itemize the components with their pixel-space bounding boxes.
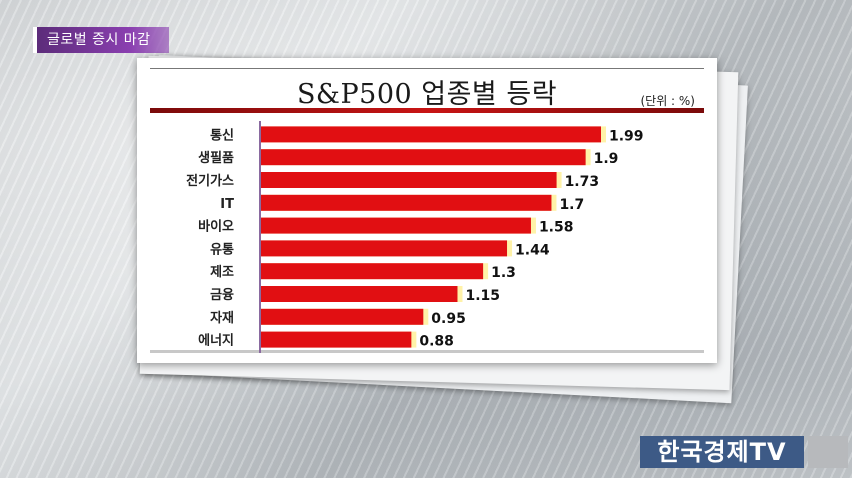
category-label: 에너지 xyxy=(198,333,234,349)
title-red-band xyxy=(150,108,704,113)
bottom-gray-rule xyxy=(150,350,704,353)
chart-title: S&P500 업종별 등락 xyxy=(296,79,558,110)
value-label: 1.58 xyxy=(539,220,574,236)
bar-0 xyxy=(261,126,601,143)
value-label: 1.3 xyxy=(491,265,516,281)
bar-4 xyxy=(261,217,531,234)
category-label: 자재 xyxy=(210,311,234,326)
bar-8 xyxy=(261,308,424,325)
value-label: 1.15 xyxy=(465,288,500,304)
bar-9 xyxy=(261,331,412,348)
bar-3 xyxy=(261,194,552,211)
category-label: 바이오 xyxy=(198,219,234,235)
category-label: 전기가스 xyxy=(186,173,234,189)
bar-2 xyxy=(261,172,557,188)
category-label: 통신 xyxy=(210,128,234,143)
value-label: 0.95 xyxy=(431,311,466,327)
title-top-rule xyxy=(150,68,704,69)
unit-label: (단위 : %) xyxy=(640,94,695,108)
bar-1 xyxy=(261,149,586,166)
value-label: 1.99 xyxy=(609,128,644,144)
logo-tail xyxy=(808,436,848,468)
category-label: 제조 xyxy=(210,265,234,280)
category-label: 유통 xyxy=(210,242,234,257)
bars-group: 통신 1.99 생필품 1.9 전기가스 1.73 IT 1.7 바이오 1.58 유통 1.44 제조… xyxy=(186,126,644,350)
topic-badge: 글로벌 증시 마감 xyxy=(33,27,169,53)
value-label: 1.73 xyxy=(565,174,600,190)
category-label: IT xyxy=(220,197,234,212)
value-label: 1.9 xyxy=(594,151,619,167)
value-label: 0.88 xyxy=(419,334,454,350)
value-label: 1.44 xyxy=(515,242,550,258)
category-label: 생필품 xyxy=(198,151,234,166)
category-label: 금융 xyxy=(210,287,234,303)
broadcaster-logo: 한국경제TV xyxy=(640,436,804,468)
value-label: 1.7 xyxy=(559,197,584,213)
bar-7 xyxy=(261,286,458,302)
bar-5 xyxy=(261,240,508,257)
bar-6 xyxy=(261,263,484,280)
